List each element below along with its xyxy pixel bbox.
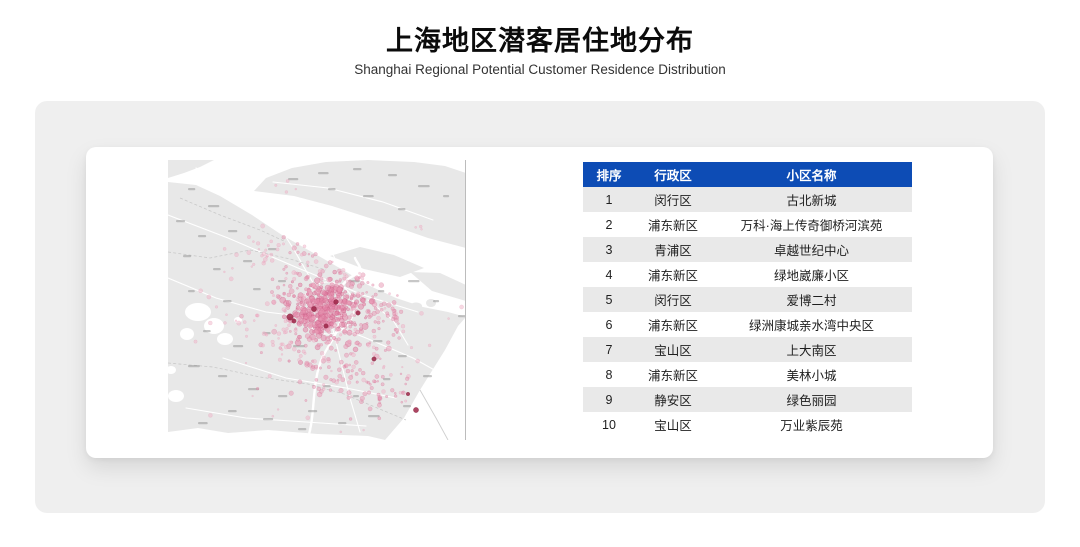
table-row: 5 闵行区 爱博二村 xyxy=(583,287,912,312)
table-row: 10 宝山区 万业紫辰苑 xyxy=(583,412,912,437)
table-row: 4 浦东新区 绿地崴廉小区 xyxy=(583,262,912,287)
content-card: 排序 行政区 小区名称 1 闵行区 古北新城 2 浦东新区 万科·海上传奇御桥河滨苑 3 青浦区卓… xyxy=(35,101,1045,513)
map-boundaries xyxy=(168,197,407,421)
community-cell: 绿色丽园 xyxy=(711,387,912,412)
district-cell: 静安区 xyxy=(635,387,711,412)
table-row: 6 浦东新区 绿洲康城亲水湾中央区 xyxy=(583,312,912,337)
table-row: 2 浦东新区 万科·海上传奇御桥河滨苑 xyxy=(583,212,912,237)
community-cell: 爱博二村 xyxy=(711,287,912,312)
rank-cell: 4 xyxy=(583,262,635,287)
shanghai-density-map xyxy=(168,160,466,440)
table-row: 3 青浦区 卓越世纪中心 xyxy=(583,237,912,262)
district-cell: 宝山区 xyxy=(635,337,711,362)
column-header-0: 排序 xyxy=(583,162,635,187)
district-cell: 浦东新区 xyxy=(635,212,711,237)
ranking-table: 排序 行政区 小区名称 1 闵行区 古北新城 2 浦东新区 万科·海上传奇御桥河滨苑 3 青浦区卓… xyxy=(583,162,912,437)
map-canvas xyxy=(168,160,466,440)
map-donghai-bridge xyxy=(419,389,449,440)
page-header: 上海地区潜客居住地分布 Shanghai Regional Potential … xyxy=(0,0,1080,78)
table-row: 9 静安区 绿色丽园 xyxy=(583,387,912,412)
rank-cell: 10 xyxy=(583,412,635,437)
rank-cell: 8 xyxy=(583,362,635,387)
page-subtitle: Shanghai Regional Potential Customer Res… xyxy=(354,62,726,77)
rank-cell: 9 xyxy=(583,387,635,412)
community-cell: 美林小城 xyxy=(711,362,912,387)
column-header-2: 小区名称 xyxy=(711,162,912,187)
district-cell: 闵行区 xyxy=(635,287,711,312)
table-row: 8 浦东新区 美林小城 xyxy=(583,362,912,387)
table-row: 7 宝山区 上大南区 xyxy=(583,337,912,362)
column-header-1: 行政区 xyxy=(635,162,711,187)
community-cell: 绿地崴廉小区 xyxy=(711,262,912,287)
panel: 排序 行政区 小区名称 1 闵行区 古北新城 2 浦东新区 万科·海上传奇御桥河滨苑 3 青浦区卓… xyxy=(86,147,993,458)
rank-cell: 7 xyxy=(583,337,635,362)
map-density-dots xyxy=(193,179,464,434)
community-cell: 古北新城 xyxy=(711,187,912,212)
rank-cell: 6 xyxy=(583,312,635,337)
community-cell: 绿洲康城亲水湾中央区 xyxy=(711,312,912,337)
table-row: 1 闵行区 古北新城 xyxy=(583,187,912,212)
rank-cell: 3 xyxy=(583,237,635,262)
rank-cell: 2 xyxy=(583,212,635,237)
community-cell: 卓越世纪中心 xyxy=(711,237,912,262)
community-cell: 上大南区 xyxy=(711,337,912,362)
page-title: 上海地区潜客居住地分布 xyxy=(386,26,694,56)
community-cell: 万业紫辰苑 xyxy=(711,412,912,437)
rank-cell: 1 xyxy=(583,187,635,212)
district-cell: 青浦区 xyxy=(635,237,711,262)
rank-cell: 5 xyxy=(583,287,635,312)
ranking-table-header: 排序 行政区 小区名称 xyxy=(583,162,912,187)
district-cell: 闵行区 xyxy=(635,187,711,212)
district-cell: 浦东新区 xyxy=(635,312,711,337)
district-cell: 浦东新区 xyxy=(635,262,711,287)
district-cell: 浦东新区 xyxy=(635,362,711,387)
community-cell: 万科·海上传奇御桥河滨苑 xyxy=(711,212,912,237)
district-cell: 宝山区 xyxy=(635,412,711,437)
